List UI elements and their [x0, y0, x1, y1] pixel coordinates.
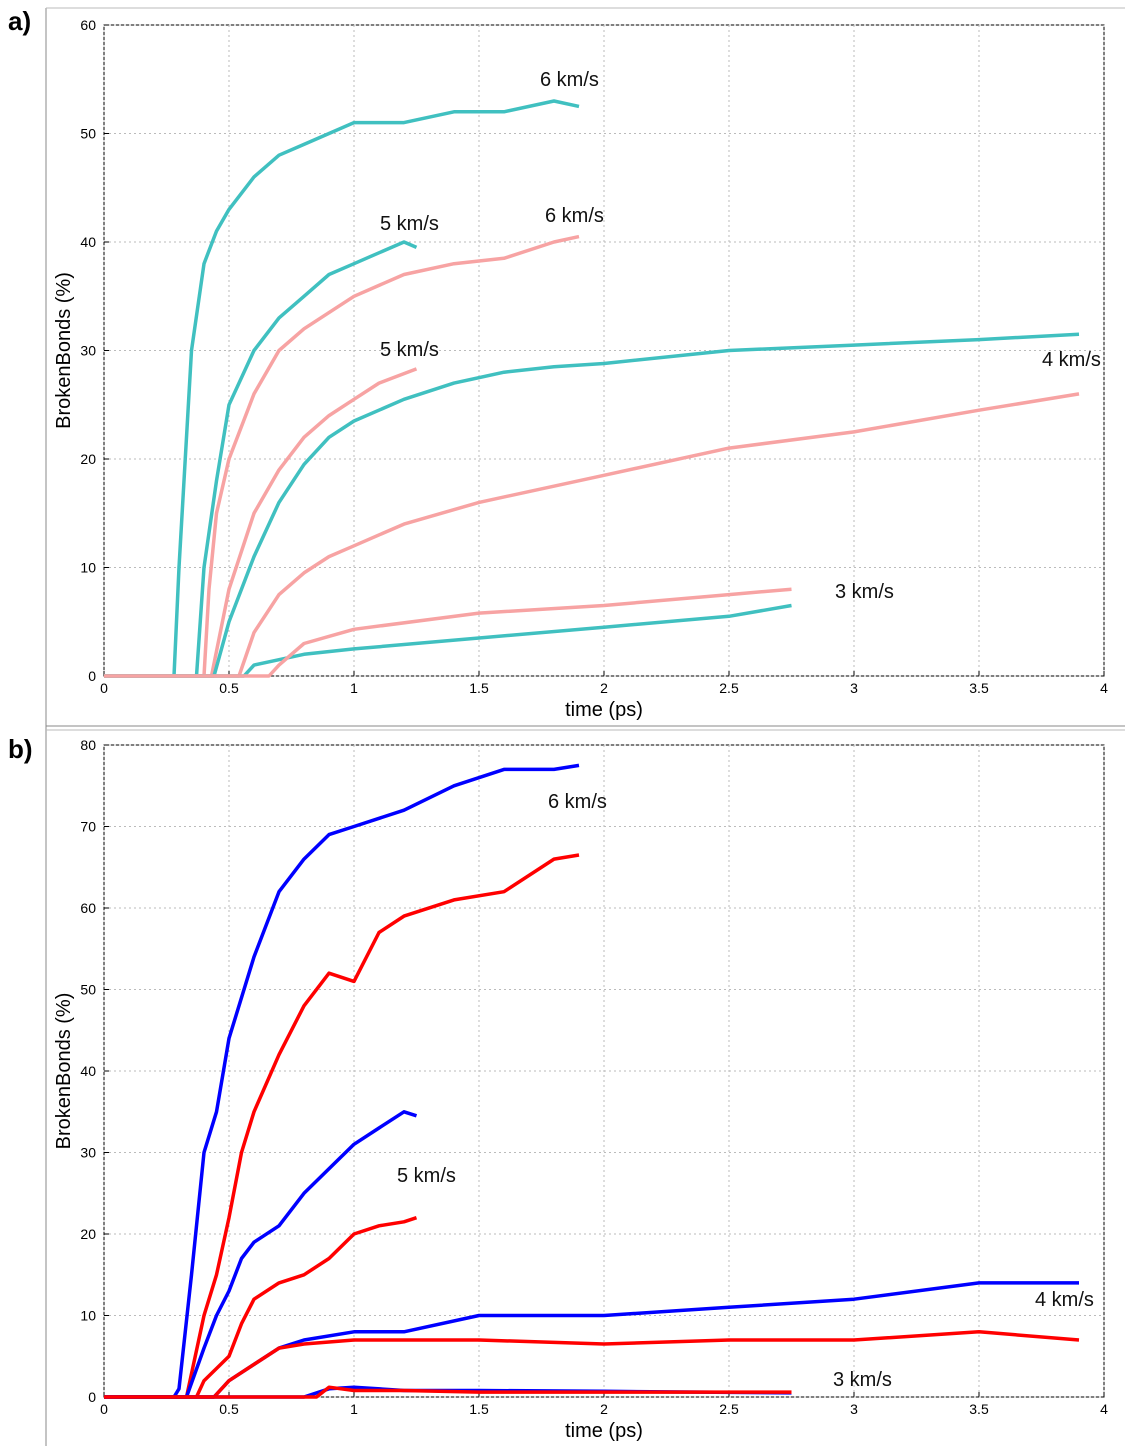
data-line [104, 332, 1080, 678]
y-tick-label: 30 [80, 1145, 96, 1161]
y-tick-label: 30 [80, 343, 96, 359]
y-tick-label: 70 [80, 819, 96, 835]
data-line [104, 1385, 792, 1399]
x-tick-label: 0.5 [219, 1401, 239, 1417]
annotation: 4 km/s [1042, 349, 1101, 371]
x-tick-label: 3.5 [969, 1401, 989, 1417]
data-line [104, 1330, 1080, 1399]
data-line [104, 240, 418, 678]
annotation: 6 km/s [548, 791, 607, 813]
data-line [104, 1110, 418, 1399]
x-tick-label: 1.5 [469, 1401, 489, 1417]
x-tick-label: 0 [100, 680, 108, 696]
x-tick-label: 4 [1100, 1401, 1108, 1417]
x-tick-label: 2.5 [719, 1401, 739, 1417]
y-tick-label: 40 [80, 1063, 96, 1079]
x-axis-label: time (ps) [565, 1420, 643, 1442]
x-tick-label: 1 [350, 1401, 358, 1417]
data-line [104, 603, 792, 678]
x-tick-label: 1.5 [469, 680, 489, 696]
y-tick-label: 10 [80, 560, 96, 576]
y-tick-label: 80 [80, 737, 96, 753]
annotation: 6 km/s [545, 205, 604, 227]
y-tick-label: 20 [80, 451, 96, 467]
annotation: 5 km/s [380, 213, 439, 235]
data-line [104, 1216, 418, 1399]
annotation: 3 km/s [833, 1369, 892, 1391]
y-tick-label: 0 [88, 1389, 96, 1405]
x-tick-label: 2 [600, 1401, 608, 1417]
annotation: 5 km/s [380, 339, 439, 361]
x-tick-label: 3.5 [969, 680, 989, 696]
y-tick-label: 10 [80, 1308, 96, 1324]
x-tick-label: 1 [350, 680, 358, 696]
y-axis-label: BrokenBonds (%) [53, 272, 75, 429]
annotation: 5 km/s [397, 1165, 456, 1187]
y-tick-label: 0 [88, 668, 96, 684]
data-line [104, 234, 580, 678]
x-tick-label: 4 [1100, 680, 1108, 696]
y-tick-label: 40 [80, 234, 96, 250]
x-tick-label: 2.5 [719, 680, 739, 696]
x-tick-label: 2 [600, 680, 608, 696]
annotation: 6 km/s [540, 69, 599, 91]
data-line [104, 99, 580, 678]
data-line [104, 392, 1080, 678]
annotation: 3 km/s [835, 581, 894, 603]
data-line [104, 587, 792, 678]
y-axis-label: BrokenBonds (%) [53, 993, 75, 1150]
x-axis-label: time (ps) [565, 699, 643, 721]
panel-label: b) [8, 734, 33, 764]
panel-label: a) [8, 6, 31, 36]
annotation: 4 km/s [1035, 1289, 1094, 1311]
data-line [104, 853, 580, 1399]
data-line [104, 367, 418, 678]
x-tick-label: 0 [100, 1401, 108, 1417]
x-tick-label: 3 [850, 1401, 858, 1417]
y-tick-label: 60 [80, 900, 96, 916]
x-tick-label: 0.5 [219, 680, 239, 696]
x-tick-label: 3 [850, 680, 858, 696]
y-tick-label: 50 [80, 982, 96, 998]
y-tick-label: 50 [80, 126, 96, 142]
data-line [104, 763, 580, 1399]
y-tick-label: 20 [80, 1226, 96, 1242]
y-tick-label: 60 [80, 17, 96, 33]
